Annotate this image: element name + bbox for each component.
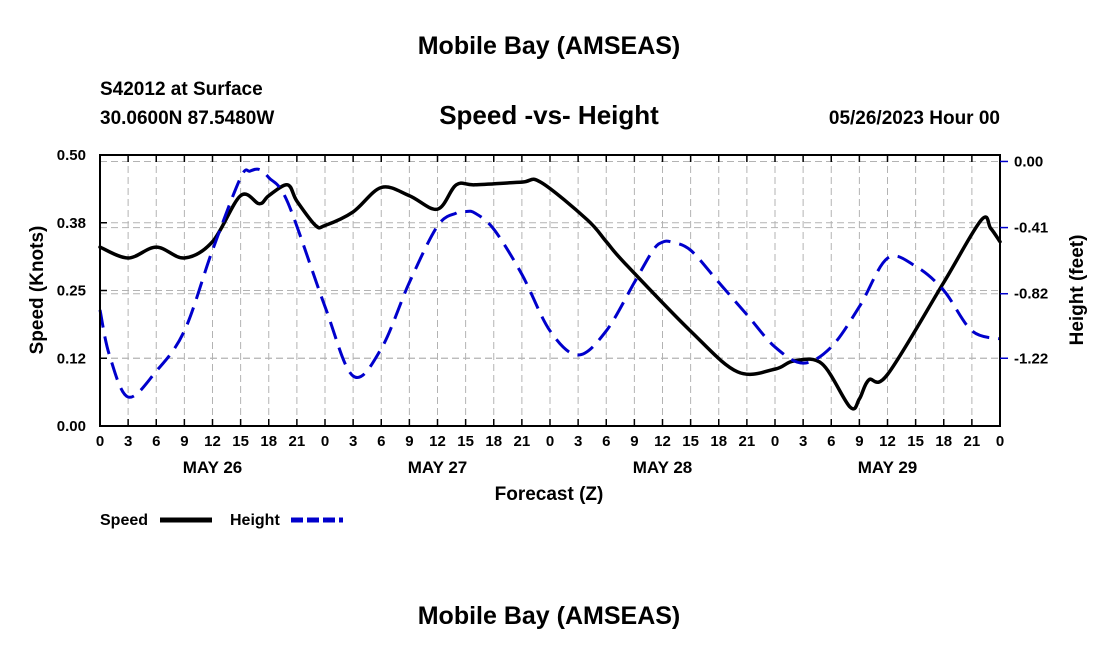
x-tick-label: 18 xyxy=(935,433,952,450)
x-tick-label: 6 xyxy=(152,433,160,450)
x-tick-label: 21 xyxy=(289,433,306,450)
legend: Speed Height xyxy=(100,512,343,529)
x-tick-label: 6 xyxy=(827,433,835,450)
x-day-label: MAY 26 xyxy=(183,458,243,477)
x-tick-label: 21 xyxy=(514,433,531,450)
x-tick-label: 9 xyxy=(630,433,638,450)
y-tick-label: 0.38 xyxy=(57,215,86,232)
x-tick-label: 18 xyxy=(485,433,502,450)
x-tick-label: 18 xyxy=(710,433,727,450)
x-tick-label: 12 xyxy=(879,433,896,450)
y-tick-label: 0.25 xyxy=(57,283,86,300)
x-tick-label: 21 xyxy=(739,433,756,450)
x-tick-label: 15 xyxy=(907,433,924,450)
x-tick-label: 18 xyxy=(260,433,277,450)
x-tick-label: 3 xyxy=(124,433,132,450)
y2-tick-label: -0.82 xyxy=(1014,286,1048,303)
x-tick-label: 0 xyxy=(96,433,104,450)
x-tick-label: 9 xyxy=(405,433,413,450)
x-tick-label: 21 xyxy=(964,433,981,450)
x-tick-label: 3 xyxy=(799,433,807,450)
series-lines xyxy=(98,167,1002,411)
chart-top-title: Mobile Bay (AMSEAS) xyxy=(418,32,681,60)
x-tick-label: 3 xyxy=(349,433,357,450)
y-tick-label: 0.00 xyxy=(57,418,86,435)
legend-height-label: Height xyxy=(230,512,280,529)
x-ticks: 0 3 6 9 12 15 18 21 0 3 6 9 12 15 18 21 0 3 6 9 12 15 18 21 0 3 6 9… xyxy=(96,155,1004,477)
x-tick-label: 12 xyxy=(654,433,671,450)
x-tick-label: 15 xyxy=(457,433,474,450)
y-ticks: 0.00 0.12 0.25 0.38 0.50 xyxy=(57,147,107,435)
station-label: S42012 at Surface xyxy=(100,79,263,100)
chart-title: Speed -vs- Height xyxy=(439,100,659,130)
x-day-label: MAY 27 xyxy=(408,458,468,477)
y2-axis-label: Height (feet) xyxy=(1067,235,1088,346)
series-line-speed xyxy=(98,177,1002,411)
x-tick-label: 0 xyxy=(321,433,329,450)
series-line-height xyxy=(98,167,1001,399)
x-tick-label: 12 xyxy=(204,433,221,450)
x-tick-label: 9 xyxy=(180,433,188,450)
datetime-label: 05/26/2023 Hour 00 xyxy=(829,108,1000,129)
y2-tick-label: -1.22 xyxy=(1014,350,1048,367)
grid xyxy=(100,155,1000,426)
location-label: 30.0600N 87.5480W xyxy=(100,108,274,129)
x-tick-label: 0 xyxy=(771,433,779,450)
x-tick-label: 9 xyxy=(855,433,863,450)
y-tick-label: 0.50 xyxy=(57,147,86,164)
x-tick-label: 0 xyxy=(996,433,1004,450)
x-tick-label: 15 xyxy=(682,433,699,450)
x-axis-label: Forecast (Z) xyxy=(495,484,604,505)
legend-speed-label: Speed xyxy=(100,512,148,529)
x-tick-label: 15 xyxy=(232,433,249,450)
x-day-label: MAY 28 xyxy=(633,458,693,477)
x-tick-label: 6 xyxy=(602,433,610,450)
y2-ticks: 0.00 -0.41 -0.82 -1.22 xyxy=(1000,153,1048,367)
y-tick-label: 0.12 xyxy=(57,350,86,367)
x-tick-label: 0 xyxy=(546,433,554,450)
y2-tick-label: -0.41 xyxy=(1014,220,1048,237)
y-axis-label: Speed (Knots) xyxy=(27,226,48,355)
x-tick-label: 3 xyxy=(574,433,582,450)
x-tick-label: 12 xyxy=(429,433,446,450)
chart-bottom-title: Mobile Bay (AMSEAS) xyxy=(418,602,681,630)
x-day-label: MAY 29 xyxy=(858,458,918,477)
y2-tick-label: 0.00 xyxy=(1014,153,1043,170)
x-tick-label: 6 xyxy=(377,433,385,450)
